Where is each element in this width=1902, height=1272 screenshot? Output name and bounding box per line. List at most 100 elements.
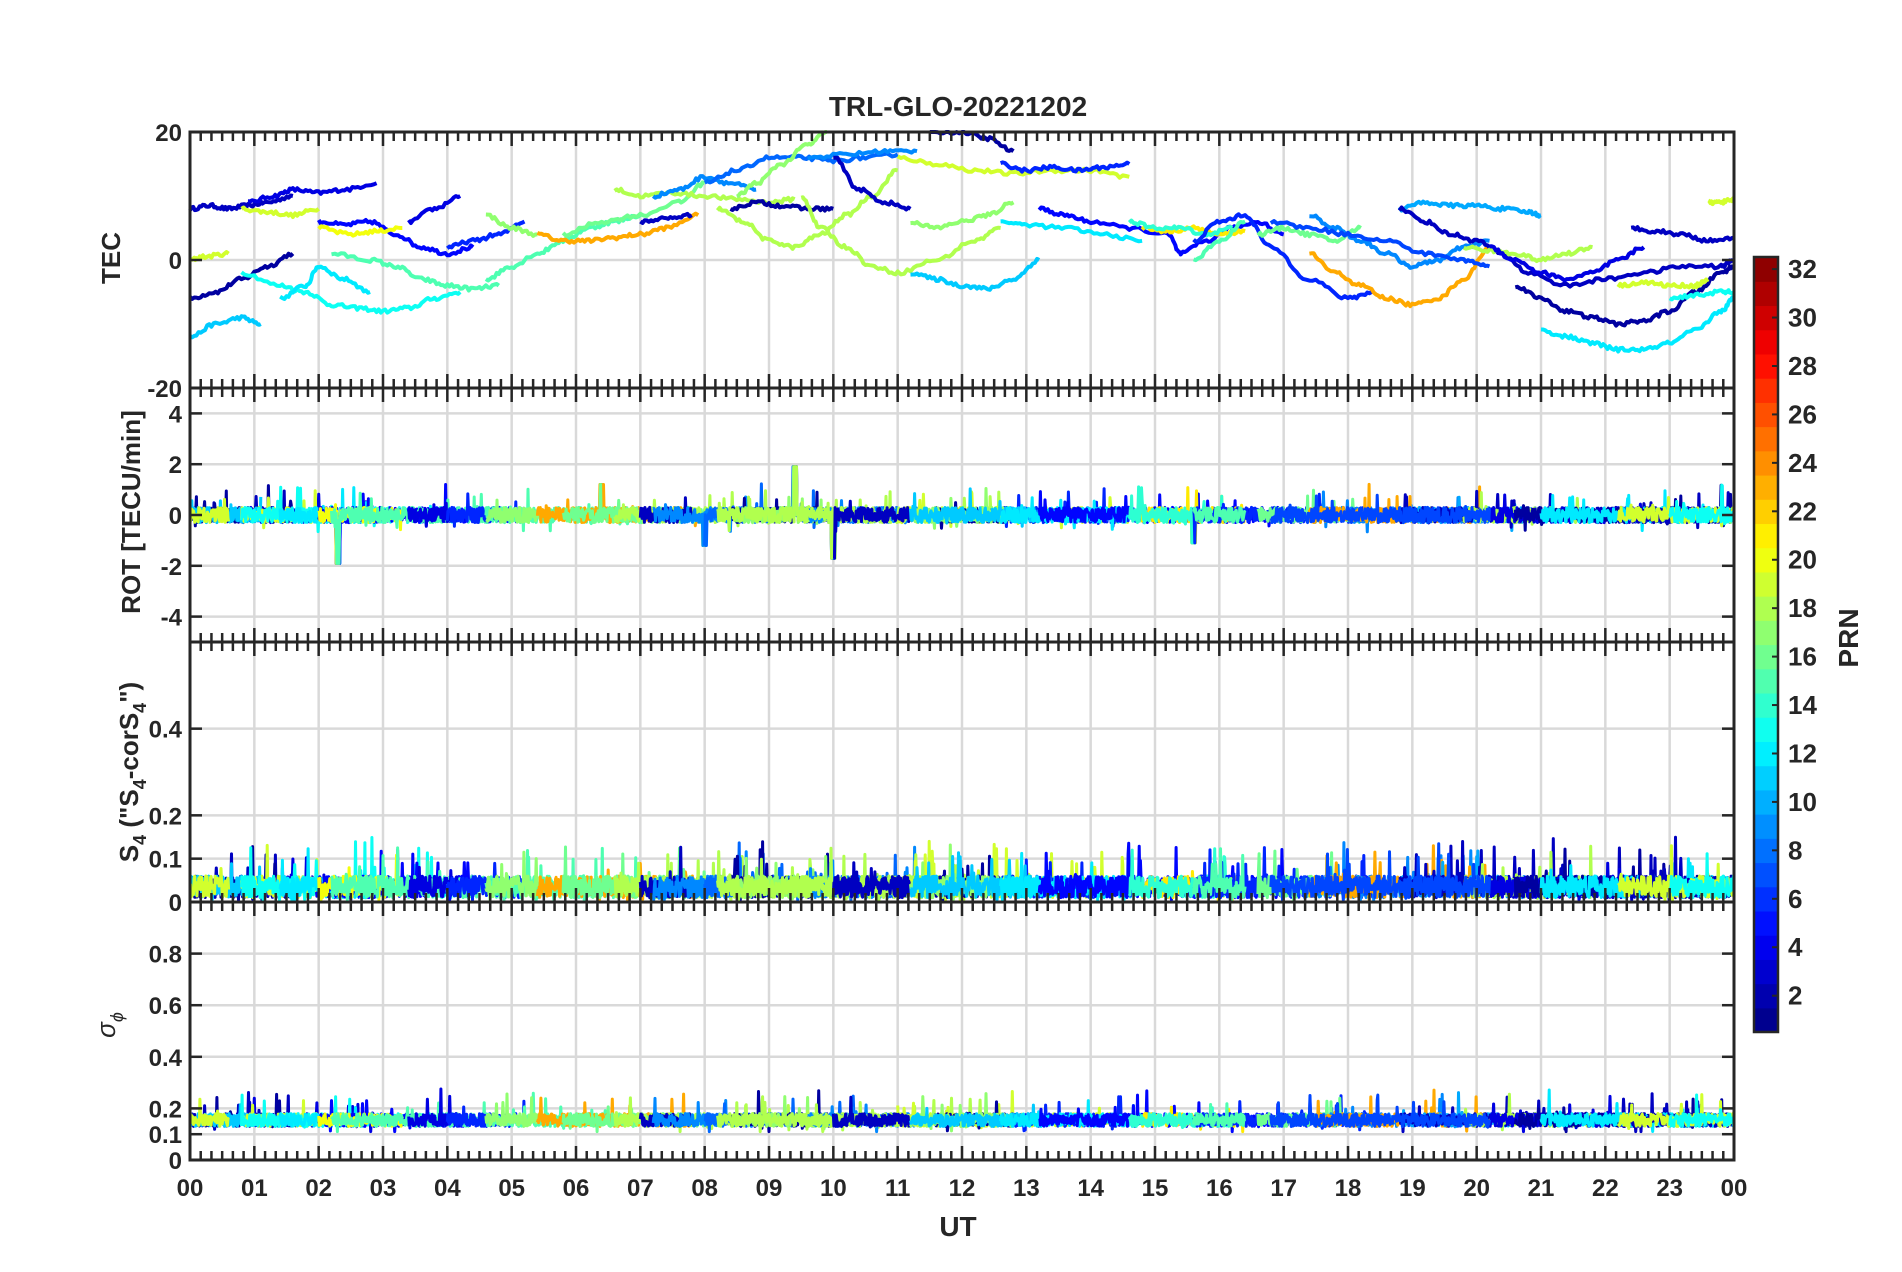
colorbar-tick-label: 16 xyxy=(1788,642,1817,672)
tec-series-line xyxy=(484,213,642,283)
panel-tec: -20 0 20 TEC xyxy=(96,120,1736,403)
tec-series-line xyxy=(1707,196,1736,207)
x-tick-label: 14 xyxy=(1077,1175,1104,1202)
colorbar-tick-label: 28 xyxy=(1788,351,1817,381)
rot-series-line xyxy=(1668,483,1736,526)
colorbar-tick-label: 30 xyxy=(1788,303,1817,333)
colorbar-scale xyxy=(1752,255,1780,1034)
tec-series-line xyxy=(1616,277,1710,290)
colorbar-swatch xyxy=(1754,717,1778,742)
tec-series-line xyxy=(1514,264,1736,328)
y-tick-label: 20 xyxy=(155,120,182,147)
y-tick-label: 0 xyxy=(169,1148,182,1175)
rot-series-line xyxy=(1192,506,1247,524)
tec-series-line xyxy=(1309,213,1490,270)
tec-series-line xyxy=(247,181,378,204)
x-tick-label: 05 xyxy=(498,1175,525,1202)
s4-series-line xyxy=(188,867,231,899)
tec-series-line xyxy=(1037,205,1285,257)
tec-series-line xyxy=(188,193,294,213)
chart-title: TRL-GLO-20221202 xyxy=(829,91,1087,122)
panel-rot: -4 -2 0 2 4 ROT [TECU/min] xyxy=(116,386,1736,644)
colorbar-tick-label: 20 xyxy=(1788,545,1817,575)
x-tick-label: 07 xyxy=(627,1175,654,1202)
tec-series-line xyxy=(188,314,262,340)
s4-series-line xyxy=(1668,852,1736,900)
y-tick-label: 0 xyxy=(169,890,182,917)
tec-series-line xyxy=(910,256,1041,292)
x-tick-label: 10 xyxy=(820,1175,847,1202)
y-tick-label: 0.1 xyxy=(149,1122,182,1149)
tec-series-line xyxy=(1269,219,1491,269)
tec-series-line xyxy=(651,174,757,200)
colorbar-swatch xyxy=(1754,862,1778,888)
s4-series-line xyxy=(330,846,501,902)
y-tick-label: 4 xyxy=(169,401,183,428)
y-tick-label: 0 xyxy=(169,248,182,275)
colorbar-swatch xyxy=(1754,329,1778,355)
rot-series-line xyxy=(832,499,912,560)
s4-series-line xyxy=(831,861,912,900)
tec-series-line xyxy=(1462,244,1593,264)
tec-series-line xyxy=(896,154,1130,180)
x-tick-label: 19 xyxy=(1399,1175,1426,1202)
x-tick-label: 06 xyxy=(563,1175,590,1202)
colorbar-swatch xyxy=(1754,765,1778,791)
rot-series-line xyxy=(1269,493,1491,525)
colorbar-tick-label: 6 xyxy=(1788,884,1802,914)
colorbar-tick-label: 2 xyxy=(1788,981,1802,1011)
x-tick-label: 21 xyxy=(1528,1175,1555,1202)
tec-series-line xyxy=(1397,199,1542,219)
y-tick-label: 2 xyxy=(169,452,182,479)
tec-series-line xyxy=(1309,245,1490,309)
colorbar-tick-label: 32 xyxy=(1788,254,1817,284)
colorbar-swatch xyxy=(1754,1007,1778,1033)
tec-series-line xyxy=(331,251,501,293)
x-tick-label: 04 xyxy=(434,1175,461,1202)
sigma-phi-series xyxy=(188,1087,1736,1134)
sigma-phi-y-ticks: 00.10.2 0.4 0.6 0.8 xyxy=(149,900,1736,1175)
x-axis-ticks: 00 01 02 03 04 05 06 07 08 09 10 11 12 13 14 15 16 17 18 19… xyxy=(177,1175,1748,1202)
x-tick-label: 18 xyxy=(1335,1175,1362,1202)
y-tick-label: -2 xyxy=(161,554,182,581)
sp-series-line xyxy=(1192,1102,1247,1128)
colorbar-swatch xyxy=(1754,571,1778,597)
x-tick-label: 16 xyxy=(1206,1175,1233,1202)
sp-series-line xyxy=(909,1103,1041,1128)
tec-series-line xyxy=(1000,219,1143,244)
colorbar-swatch xyxy=(1754,620,1778,646)
x-tick-label: 11 xyxy=(885,1175,910,1202)
colorbar-swatch xyxy=(1754,910,1778,936)
s4-grid xyxy=(190,642,1734,904)
y-tick-label: 0.4 xyxy=(149,717,183,744)
tec-series-line xyxy=(703,151,899,185)
panel-sigma-phi: 00.10.2 0.4 0.6 0.8 σϕ xyxy=(91,900,1736,1175)
tec-series-line xyxy=(833,155,912,212)
tec-series-line xyxy=(1541,295,1736,354)
y-tick-label: -4 xyxy=(161,605,183,632)
sigma-phi-ylabel: σϕ xyxy=(91,1012,127,1038)
colorbar-tick-label: 22 xyxy=(1788,496,1817,526)
tec-series-line xyxy=(240,205,320,219)
tec-series-line xyxy=(407,194,462,225)
tec-series-line xyxy=(1256,224,1362,244)
tec-series-line xyxy=(999,160,1131,174)
colorbar-tick-label: 4 xyxy=(1788,932,1803,962)
tec-series-line xyxy=(1192,212,1374,301)
x-tick-label: 20 xyxy=(1463,1175,1490,1202)
tec-series-line xyxy=(729,199,834,213)
tec-series-line xyxy=(736,130,828,199)
sp-series-line xyxy=(484,1092,539,1128)
sp-series-line xyxy=(1269,1093,1491,1129)
tec-series-line xyxy=(188,250,230,262)
x-tick-label: 00 xyxy=(1721,1175,1748,1202)
y-tick-label: 0.6 xyxy=(149,993,182,1020)
colorbar-swatch xyxy=(1754,523,1778,549)
colorbar-swatch xyxy=(1754,281,1778,307)
x-tick-label: 09 xyxy=(756,1175,783,1202)
tec-series-line xyxy=(1192,219,1246,263)
tec-grid xyxy=(190,130,1734,390)
